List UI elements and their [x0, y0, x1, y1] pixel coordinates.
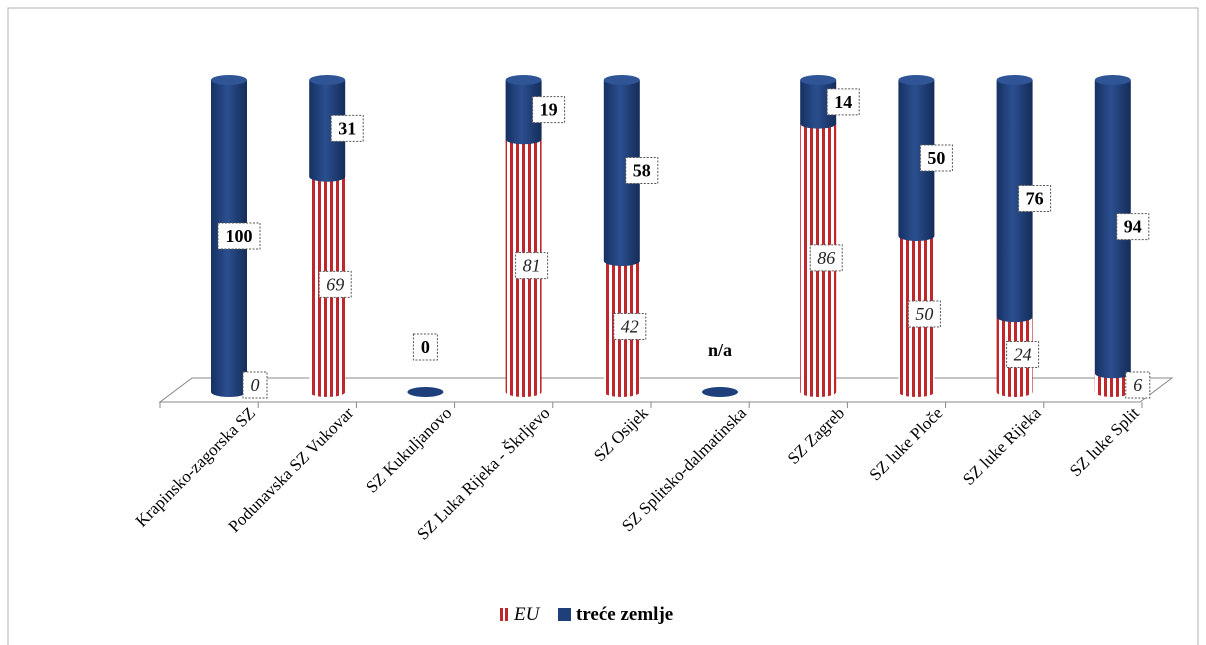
- bar-eu-9: [1094, 373, 1131, 397]
- bar-tz-3: [505, 80, 542, 145]
- bar-tz-4: [603, 80, 640, 266]
- category-label-8: SZ luke Rijeka: [959, 403, 1045, 489]
- label-eu-7: 50: [907, 300, 941, 328]
- chart-floor: [158, 377, 1174, 403]
- bar-tz-1: [309, 80, 346, 182]
- label-zero-2: 0: [412, 333, 438, 361]
- label-eu-8-text: 24: [1014, 345, 1032, 365]
- legend-eu-label: EU: [513, 604, 541, 625]
- label-tz-6: 14: [826, 88, 860, 116]
- label-eu-1-text: 69: [326, 274, 344, 294]
- legend-eu-swatch-1: [500, 608, 503, 621]
- legend: EU treće zemlje: [500, 604, 673, 625]
- bar-tz-7: [898, 80, 935, 241]
- category-label-6: SZ Zagreb: [784, 403, 849, 468]
- legend-eu-swatch-2: [505, 608, 508, 621]
- bar-top-8: [996, 75, 1033, 85]
- data-labels-group: 0 100 69 31 0 81 19 42 58 n/a 86 14 50 50 24 76 6 94: [217, 88, 1151, 399]
- bar-top-4: [603, 75, 640, 85]
- label-tz-3: 19: [532, 96, 566, 124]
- label-tz-4: 58: [625, 156, 659, 184]
- label-eu-3-text: 81: [523, 256, 541, 276]
- label-eu-0-text: 0: [251, 375, 260, 395]
- label-tz-0-text: 100: [226, 226, 253, 246]
- category-label-7: SZ luke Ploče: [866, 403, 947, 484]
- label-tz-3-text: 19: [540, 100, 558, 120]
- label-tz-6-text: 14: [834, 92, 852, 112]
- label-eu-0: 0: [242, 371, 268, 399]
- label-tz-7: 50: [919, 144, 953, 172]
- label-tz-9: 94: [1116, 213, 1150, 241]
- empty-bar-marker-5: [702, 387, 738, 397]
- category-label-9: SZ luke Split: [1066, 403, 1143, 480]
- label-eu-8: 24: [1006, 341, 1040, 369]
- label-tz-0: 100: [217, 222, 261, 250]
- label-tz-8-text: 76: [1026, 189, 1044, 209]
- label-tz-8: 76: [1018, 185, 1052, 213]
- label-na-5: n/a: [708, 340, 732, 360]
- label-tz-1-text: 31: [338, 118, 356, 138]
- bar-tz-9: [1094, 80, 1131, 379]
- bar-top-6: [800, 75, 837, 85]
- bar-top-1: [309, 75, 346, 85]
- label-eu-6-text: 86: [817, 248, 835, 268]
- label-zero-2-text: 0: [421, 337, 430, 357]
- category-label-2: SZ Kukuljanovo: [362, 403, 455, 496]
- label-eu-4-text: 42: [621, 316, 639, 336]
- label-eu-9: 6: [1125, 371, 1151, 399]
- bar-top-9: [1094, 75, 1131, 85]
- empty-bar-marker-2: [407, 387, 444, 397]
- label-eu-3: 81: [515, 252, 549, 280]
- legend-tz-swatch: [558, 608, 571, 621]
- label-tz-4-text: 58: [633, 160, 651, 180]
- category-label-4: SZ Osijek: [590, 403, 652, 465]
- bar-top-7: [898, 75, 935, 85]
- bar-top-0: [211, 75, 247, 85]
- chart-frame: [7, 7, 1199, 645]
- label-eu-7-text: 50: [915, 304, 933, 324]
- bar-tz-8: [996, 80, 1033, 323]
- label-tz-1: 31: [330, 114, 364, 142]
- label-eu-1: 69: [318, 270, 352, 298]
- label-tz-7-text: 50: [927, 148, 945, 168]
- label-eu-6: 86: [809, 244, 843, 272]
- legend-tz-label: treće zemlje: [576, 604, 673, 625]
- label-eu-9-text: 6: [1133, 375, 1142, 395]
- label-tz-9-text: 94: [1124, 217, 1142, 237]
- bar-top-3: [505, 75, 542, 85]
- axis-ticks: [159, 402, 1143, 408]
- bars-group: [211, 75, 1131, 398]
- label-eu-4: 42: [613, 312, 647, 340]
